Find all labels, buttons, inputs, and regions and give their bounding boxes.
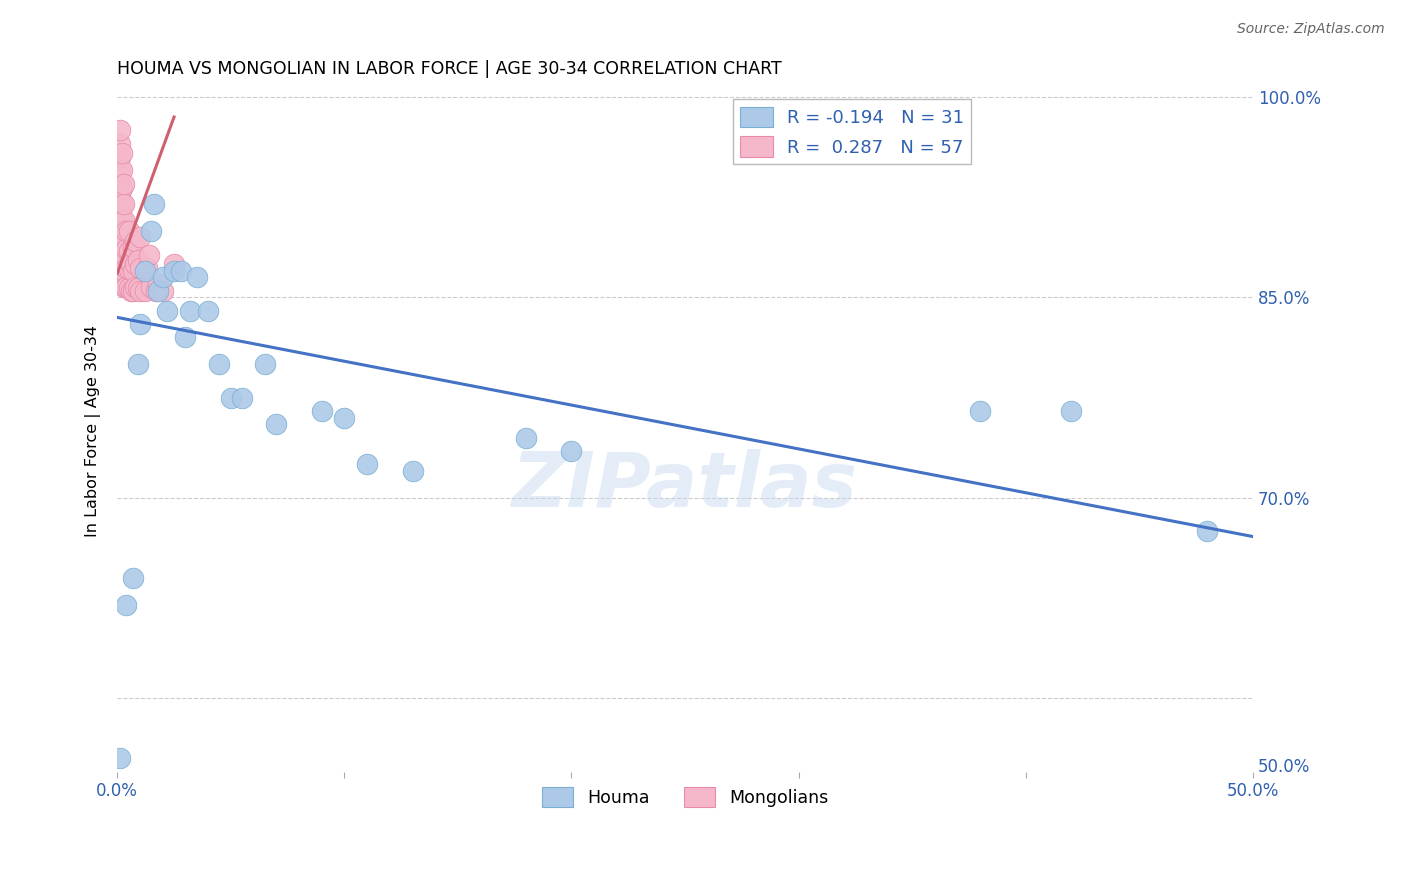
Point (1197, 524, 1219, 539)
Point (152, 284, 174, 298)
Point (120, 257, 142, 271)
Point (112, 230, 135, 244)
Point (115, 260, 138, 275)
Legend: Houma, Mongolians: Houma, Mongolians (534, 780, 835, 814)
Point (208, 357, 231, 371)
Point (108, 257, 131, 271)
Point (163, 257, 186, 271)
Point (111, 146, 134, 161)
Point (560, 444, 582, 458)
Point (170, 263, 193, 277)
Point (108, 751, 131, 765)
Point (156, 303, 179, 318)
Point (117, 262, 139, 277)
Point (145, 284, 167, 298)
Point (129, 260, 152, 275)
Point (122, 284, 145, 298)
Point (231, 391, 253, 405)
Point (111, 197, 134, 211)
Point (356, 458, 378, 472)
Point (141, 279, 163, 293)
Point (112, 177, 135, 191)
Point (115, 223, 138, 237)
Point (112, 263, 135, 277)
Point (163, 263, 186, 277)
Point (515, 431, 537, 445)
Point (117, 281, 139, 295)
Point (129, 284, 152, 298)
Point (135, 260, 157, 275)
Point (108, 123, 131, 137)
Point (112, 212, 135, 227)
Point (127, 252, 149, 267)
Point (197, 303, 219, 318)
Point (264, 417, 287, 432)
Point (111, 247, 134, 261)
Point (122, 571, 145, 585)
Point (129, 230, 152, 244)
Point (108, 230, 131, 244)
Point (333, 410, 356, 425)
Point (108, 244, 131, 258)
Point (127, 357, 149, 371)
Point (111, 230, 134, 244)
Point (111, 163, 134, 178)
Point (174, 330, 197, 344)
Point (108, 150, 131, 164)
Point (108, 177, 131, 191)
Point (115, 598, 138, 612)
Point (142, 197, 165, 211)
Point (111, 181, 134, 195)
Point (108, 136, 131, 151)
Text: HOUMA VS MONGOLIAN IN LABOR FORCE | AGE 30-34 CORRELATION CHART: HOUMA VS MONGOLIAN IN LABOR FORCE | AGE … (117, 60, 782, 78)
Point (129, 317, 152, 331)
Point (111, 212, 134, 227)
Text: ZIPatlas: ZIPatlas (512, 449, 858, 523)
Point (108, 190, 131, 204)
Point (111, 277, 134, 291)
Point (108, 217, 131, 231)
Point (124, 234, 146, 248)
Point (115, 242, 138, 256)
Point (111, 263, 134, 277)
Point (146, 284, 169, 298)
Point (311, 404, 333, 418)
Point (112, 247, 135, 261)
Point (122, 239, 145, 253)
Point (401, 464, 423, 478)
Point (108, 270, 131, 285)
Point (179, 303, 201, 318)
Point (112, 279, 135, 293)
Point (124, 279, 146, 293)
Point (122, 263, 145, 277)
Point (117, 223, 139, 237)
Point (152, 270, 174, 285)
Point (112, 197, 135, 211)
Point (1060, 404, 1083, 418)
Point (146, 277, 169, 291)
Point (115, 279, 138, 293)
Point (138, 247, 160, 261)
Point (969, 404, 991, 418)
Point (134, 284, 156, 298)
Point (108, 163, 131, 178)
Point (141, 223, 163, 237)
Point (108, 203, 131, 218)
Point (186, 270, 208, 285)
Point (134, 263, 156, 277)
Point (117, 244, 139, 258)
Point (219, 391, 242, 405)
Point (253, 357, 276, 371)
Point (124, 257, 146, 271)
Point (120, 284, 142, 298)
Point (127, 281, 149, 295)
Y-axis label: In Labor Force | Age 30-34: In Labor Force | Age 30-34 (86, 325, 101, 537)
Text: Source: ZipAtlas.com: Source: ZipAtlas.com (1237, 22, 1385, 37)
